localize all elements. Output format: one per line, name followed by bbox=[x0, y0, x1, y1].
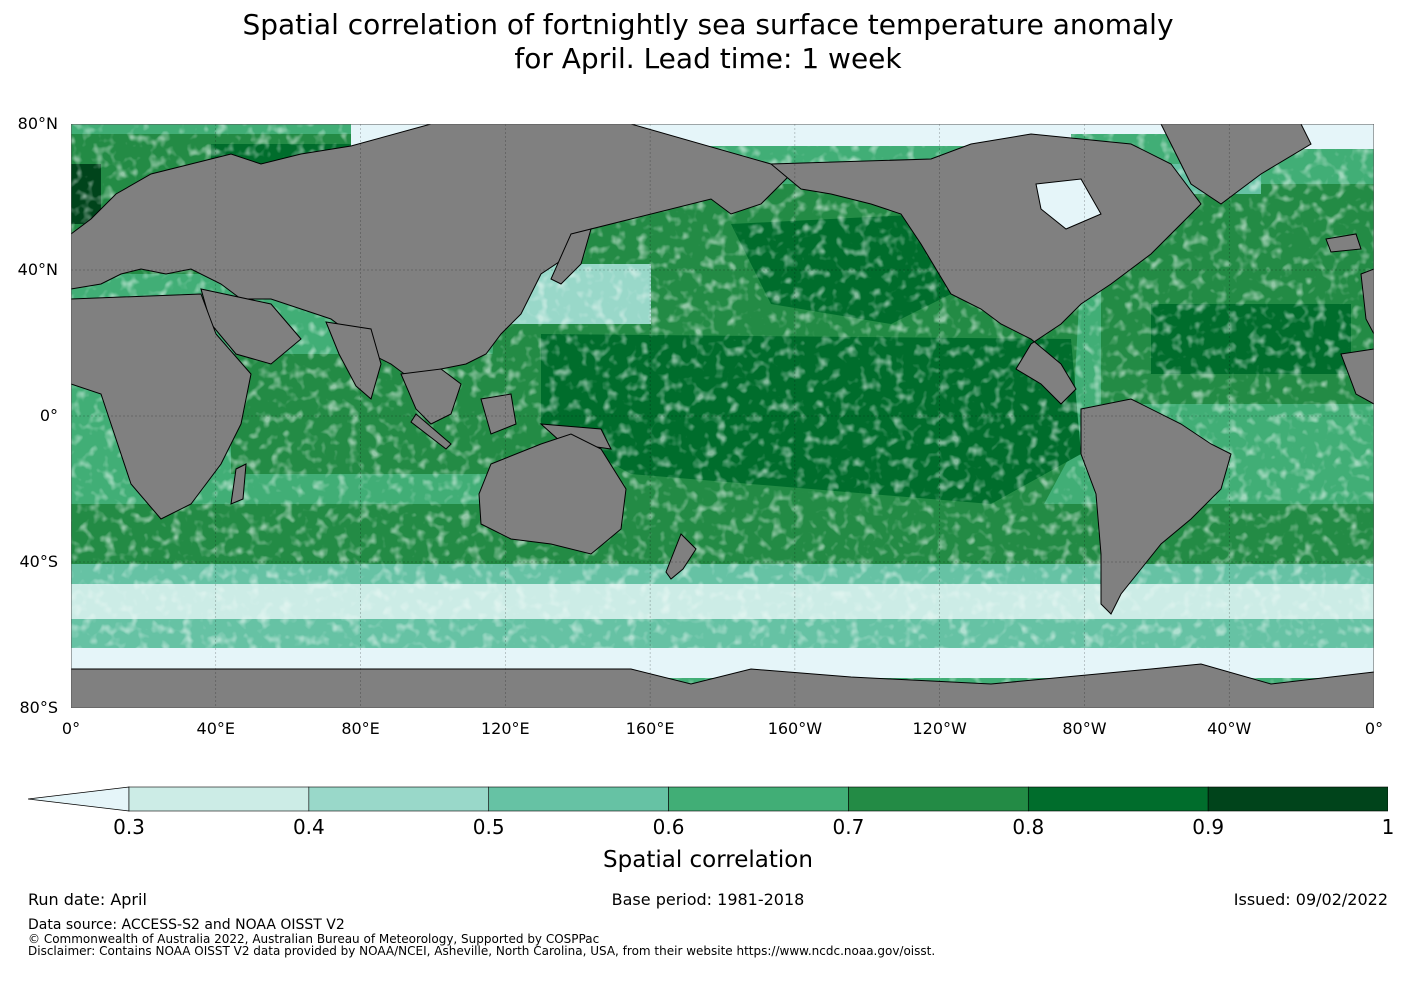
latitude-label: 40°N bbox=[17, 260, 58, 279]
colorbar-tick-label: 0.8 bbox=[1012, 815, 1045, 839]
latitude-label: 40°S bbox=[19, 552, 58, 571]
africa-east-edge bbox=[1340, 348, 1374, 405]
hudson-bay bbox=[1035, 178, 1102, 230]
india bbox=[325, 321, 382, 400]
longitude-label: 40°E bbox=[196, 719, 235, 738]
colorbar bbox=[28, 786, 1388, 812]
latitude-label: 0° bbox=[39, 406, 58, 425]
colorbar-tick-label: 0.5 bbox=[472, 815, 505, 839]
title-line-1: Spatial correlation of fortnightly sea s… bbox=[242, 8, 1174, 41]
eurasia bbox=[71, 124, 792, 380]
southeast-asia bbox=[400, 368, 462, 425]
colorbar-tick-label: 1 bbox=[1381, 815, 1395, 839]
colorbar-tick-label: 0.6 bbox=[652, 815, 685, 839]
japan bbox=[550, 228, 592, 285]
title-line-2: for April. Lead time: 1 week bbox=[514, 42, 902, 75]
colorbar-tick-label: 0.4 bbox=[292, 815, 325, 839]
longitude-label: 80°E bbox=[341, 719, 380, 738]
run-date: Run date: April bbox=[28, 890, 147, 909]
south-america bbox=[1080, 398, 1232, 615]
europe-east-edge bbox=[1360, 268, 1374, 335]
colorbar-tick-label: 0.7 bbox=[832, 815, 865, 839]
issued-date: Issued: 09/02/2022 bbox=[1233, 890, 1388, 909]
australia bbox=[478, 433, 627, 555]
longitude-label: 80°W bbox=[1062, 719, 1107, 738]
disclaimer: Disclaimer: Contains NOAA OISST V2 data … bbox=[28, 944, 936, 958]
madagascar bbox=[230, 463, 247, 505]
colorbar-segment bbox=[1207, 786, 1388, 812]
africa bbox=[71, 293, 252, 520]
gridlines bbox=[71, 124, 1374, 708]
sumatra bbox=[410, 413, 452, 450]
longitude-label: 160°E bbox=[625, 719, 675, 738]
land bbox=[71, 124, 1374, 708]
iceland bbox=[1325, 233, 1362, 253]
chart-title: Spatial correlation of fortnightly sea s… bbox=[0, 8, 1416, 76]
copyright: © Commonwealth of Australia 2022, Austra… bbox=[28, 932, 600, 946]
latitude-label: 80°N bbox=[17, 114, 58, 133]
colorbar-tick-label: 0.3 bbox=[113, 815, 145, 839]
latitude-label: 80°S bbox=[19, 698, 58, 717]
colorbar-segment bbox=[848, 786, 1029, 812]
greenland bbox=[1160, 124, 1312, 205]
colorbar-label: Spatial correlation bbox=[603, 847, 813, 873]
longitude-label: 0° bbox=[1364, 719, 1384, 738]
colorbar-segment bbox=[128, 786, 310, 812]
colorbar-tick-label: 0.9 bbox=[1192, 815, 1225, 839]
longitude-label: 0° bbox=[61, 719, 81, 738]
colorbar-extend-arrow bbox=[28, 786, 130, 812]
correlation-map bbox=[71, 124, 1374, 708]
colorbar-segment bbox=[488, 786, 669, 812]
colorbar-segment bbox=[668, 786, 849, 812]
longitude-label: 40°W bbox=[1207, 719, 1252, 738]
new-zealand bbox=[665, 533, 697, 580]
antarctica bbox=[71, 663, 1374, 708]
data-source: Data source: ACCESS-S2 and NOAA OISST V2 bbox=[28, 917, 345, 933]
map-svg bbox=[71, 124, 1374, 708]
longitude-label: 120°W bbox=[912, 719, 967, 738]
longitude-label: 160°W bbox=[767, 719, 823, 738]
base-period: Base period: 1981-2018 bbox=[611, 890, 805, 909]
colorbar-segment bbox=[1027, 786, 1209, 812]
longitude-label: 120°E bbox=[481, 719, 530, 738]
colorbar-segment bbox=[308, 786, 490, 812]
borneo bbox=[480, 393, 517, 435]
